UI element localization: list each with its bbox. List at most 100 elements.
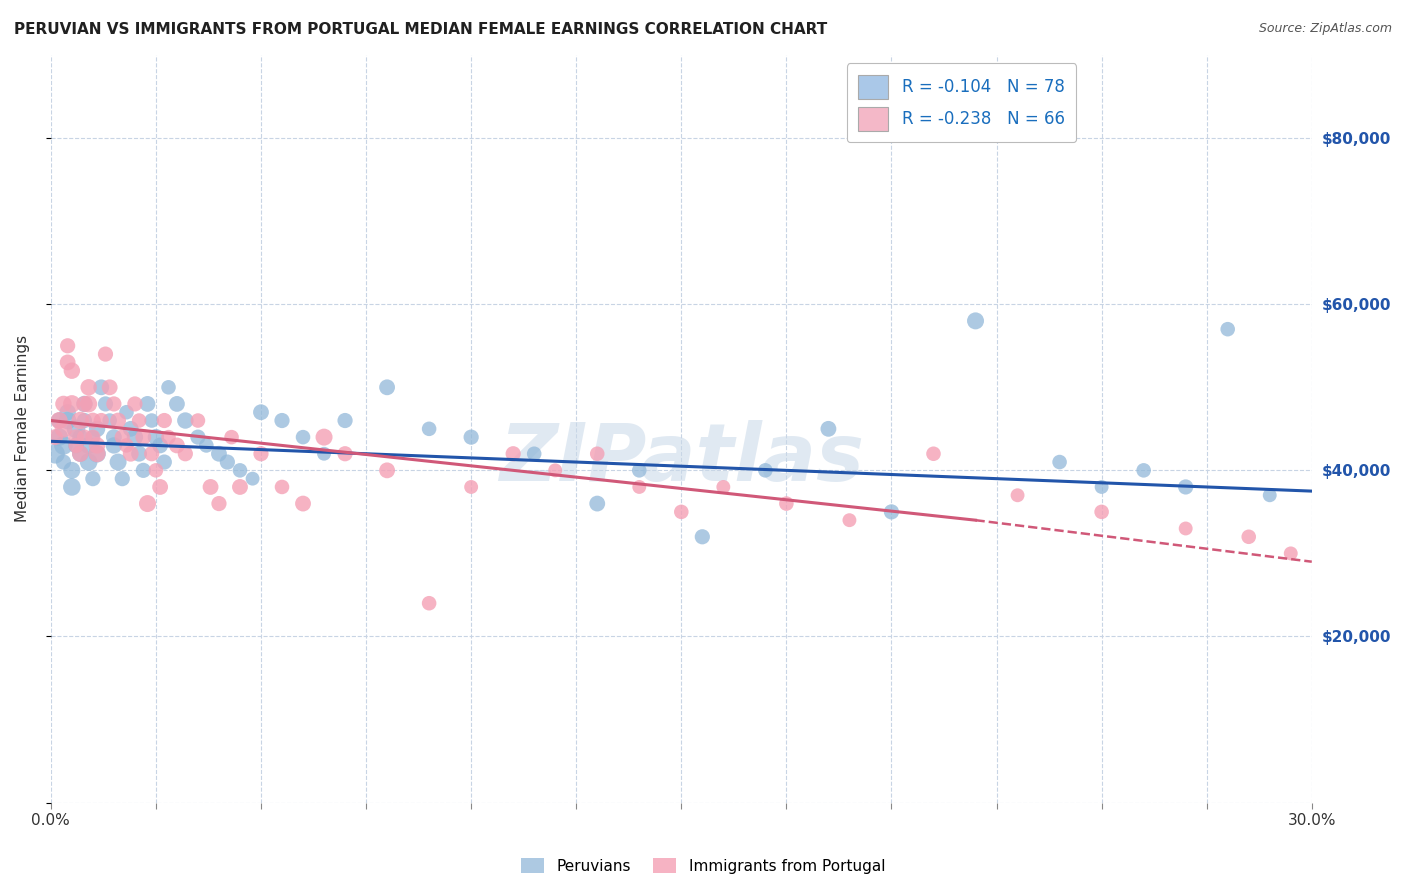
Point — [120, 422, 142, 436]
Point — [157, 380, 180, 394]
Point — [73, 397, 96, 411]
Point — [375, 463, 398, 477]
Point — [86, 447, 108, 461]
Point — [166, 397, 188, 411]
Point — [56, 413, 79, 427]
Point — [77, 455, 100, 469]
Point — [128, 413, 150, 427]
Point — [132, 430, 155, 444]
Point — [69, 447, 91, 461]
Point — [90, 380, 112, 394]
Point — [94, 397, 117, 411]
Point — [157, 430, 180, 444]
Text: Source: ZipAtlas.com: Source: ZipAtlas.com — [1258, 22, 1392, 36]
Point — [115, 405, 138, 419]
Point — [418, 596, 440, 610]
Point — [292, 497, 315, 511]
Point — [56, 355, 79, 369]
Point — [103, 397, 125, 411]
Point — [711, 480, 734, 494]
Point — [460, 430, 482, 444]
Point — [48, 430, 70, 444]
Point — [44, 447, 66, 461]
Point — [1174, 521, 1197, 535]
Point — [838, 513, 860, 527]
Point — [1258, 488, 1281, 502]
Point — [128, 447, 150, 461]
Point — [103, 430, 125, 444]
Point — [73, 413, 96, 427]
Point — [1049, 455, 1071, 469]
Point — [880, 505, 903, 519]
Point — [86, 447, 108, 461]
Point — [271, 480, 294, 494]
Text: PERUVIAN VS IMMIGRANTS FROM PORTUGAL MEDIAN FEMALE EARNINGS CORRELATION CHART: PERUVIAN VS IMMIGRANTS FROM PORTUGAL MED… — [14, 22, 827, 37]
Point — [98, 380, 121, 394]
Point — [65, 438, 87, 452]
Point — [1237, 530, 1260, 544]
Point — [229, 480, 252, 494]
Point — [52, 422, 75, 436]
Point — [82, 472, 104, 486]
Point — [1216, 322, 1239, 336]
Legend: Peruvians, Immigrants from Portugal: Peruvians, Immigrants from Portugal — [515, 852, 891, 880]
Point — [174, 447, 197, 461]
Point — [111, 430, 134, 444]
Point — [132, 463, 155, 477]
Point — [56, 339, 79, 353]
Point — [544, 463, 567, 477]
Point — [52, 455, 75, 469]
Y-axis label: Median Female Earnings: Median Female Earnings — [15, 335, 30, 523]
Point — [965, 314, 987, 328]
Point — [136, 397, 159, 411]
Point — [922, 447, 945, 461]
Text: ZIPatlas: ZIPatlas — [499, 420, 863, 498]
Point — [73, 430, 96, 444]
Point — [1091, 480, 1114, 494]
Point — [523, 447, 546, 461]
Point — [1132, 463, 1154, 477]
Point — [333, 413, 356, 427]
Point — [86, 438, 108, 452]
Point — [120, 447, 142, 461]
Point — [166, 438, 188, 452]
Point — [65, 430, 87, 444]
Point — [153, 455, 176, 469]
Point — [141, 413, 163, 427]
Point — [502, 447, 524, 461]
Point — [65, 438, 87, 452]
Point — [271, 413, 294, 427]
Point — [60, 480, 83, 494]
Point — [90, 413, 112, 427]
Point — [111, 472, 134, 486]
Point — [60, 463, 83, 477]
Point — [107, 455, 129, 469]
Point — [65, 422, 87, 436]
Point — [333, 447, 356, 461]
Point — [586, 447, 609, 461]
Point — [671, 505, 693, 519]
Point — [69, 413, 91, 427]
Point — [1007, 488, 1029, 502]
Point — [82, 413, 104, 427]
Point — [98, 413, 121, 427]
Point — [217, 455, 239, 469]
Point — [208, 447, 231, 461]
Point — [221, 430, 243, 444]
Point — [1174, 480, 1197, 494]
Point — [77, 380, 100, 394]
Point — [149, 438, 172, 452]
Point — [107, 413, 129, 427]
Point — [418, 422, 440, 436]
Point — [775, 497, 797, 511]
Point — [174, 413, 197, 427]
Point — [94, 347, 117, 361]
Point — [69, 447, 91, 461]
Point — [754, 463, 776, 477]
Point — [292, 430, 315, 444]
Point — [200, 480, 222, 494]
Point — [86, 422, 108, 436]
Point — [141, 447, 163, 461]
Point — [77, 438, 100, 452]
Point — [69, 430, 91, 444]
